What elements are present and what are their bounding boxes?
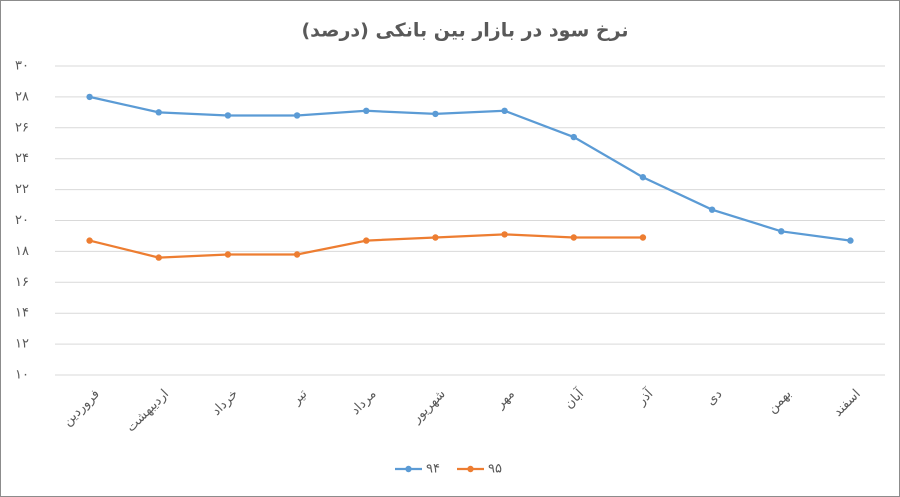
y-tick-label: ۲۴ [15, 151, 29, 166]
y-tick-label: ۱۰ [15, 368, 29, 383]
legend-label: ۹۴ [426, 462, 440, 477]
data-point [708, 206, 716, 213]
data-point [639, 174, 647, 181]
y-tick-label: ۲۲ [15, 182, 29, 197]
data-point [847, 237, 854, 244]
data-point [155, 109, 162, 116]
y-tick-label: ۱۲ [15, 337, 29, 352]
y-tick-label: ۲۸ [15, 89, 29, 104]
data-point [570, 234, 577, 241]
legend-marker [467, 465, 474, 473]
data-point [86, 93, 93, 101]
legend-label: ۹۵ [488, 462, 502, 477]
data-point [501, 231, 508, 238]
data-point [639, 234, 647, 241]
y-tick-label: ۳۰ [15, 59, 29, 74]
data-point [570, 133, 577, 141]
series-line [89, 95, 851, 242]
data-point [432, 110, 439, 118]
data-point [778, 228, 785, 235]
data-point [363, 107, 370, 115]
data-point [293, 112, 301, 119]
chart-title: نرخ سود در بازار بین بانکی (درصد) [301, 20, 628, 42]
data-point [155, 254, 162, 261]
data-point [224, 251, 232, 258]
data-point [432, 234, 439, 241]
y-tick-label: ۱۸ [15, 244, 29, 259]
y-tick-label: ۱۶ [15, 275, 29, 290]
data-point [501, 107, 508, 115]
data-point [224, 112, 232, 119]
data-point [293, 251, 301, 258]
y-tick-label: ۲۰ [15, 213, 29, 228]
legend-marker [405, 465, 412, 473]
data-point [86, 237, 93, 244]
data-point [363, 237, 370, 244]
y-tick-label: ۱۴ [15, 306, 29, 321]
y-tick-label: ۲۶ [15, 120, 29, 135]
